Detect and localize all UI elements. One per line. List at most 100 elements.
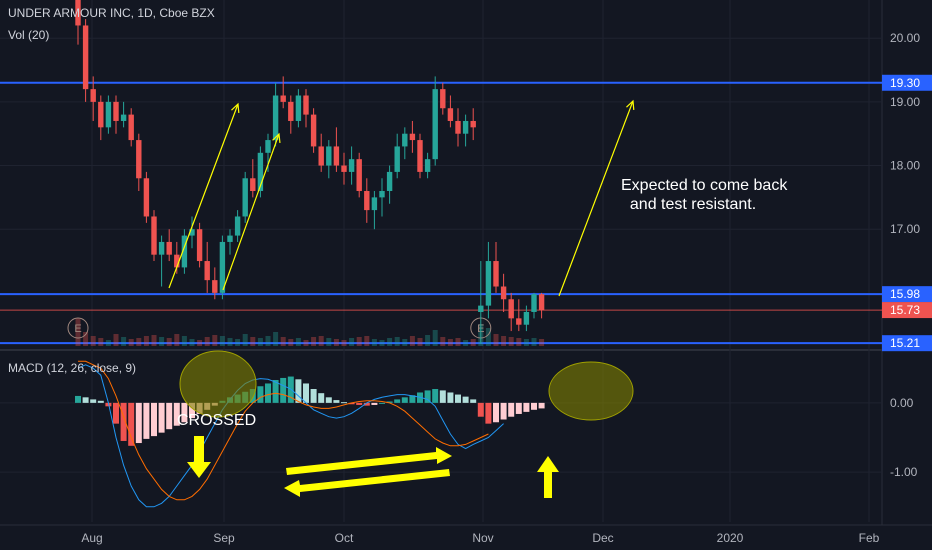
volume-bar	[75, 318, 81, 346]
macd-histogram-bar	[356, 402, 363, 405]
x-tick-label: Aug	[81, 531, 102, 545]
volume-bar	[280, 337, 286, 346]
candle-body	[523, 311, 530, 325]
time-axis[interactable]: Aug Sep Oct Nov Dec 2020 Feb	[81, 531, 879, 545]
macd-histogram-bar	[371, 402, 378, 405]
volume-bar	[113, 334, 119, 346]
candle-body	[455, 120, 461, 134]
volume-bar	[349, 338, 355, 346]
macd-histogram-bar	[97, 400, 104, 403]
volume-bar	[265, 336, 271, 346]
volume-bar	[105, 340, 111, 346]
candle-body	[493, 261, 499, 287]
macd-histogram-bar	[500, 402, 507, 420]
macd-histogram-bar	[424, 390, 431, 403]
up-arrow	[537, 456, 559, 498]
macd-label: MACD (12, 26, close, 9)	[8, 361, 137, 375]
volume-bar	[485, 328, 491, 346]
volume-bar	[166, 338, 172, 346]
price-label-box	[882, 74, 932, 91]
volume-bar	[311, 337, 317, 346]
candle-body	[440, 89, 446, 109]
earnings-marker-circle	[67, 317, 89, 339]
price-label: 15.98	[890, 287, 920, 301]
candle-body	[151, 216, 157, 255]
earnings-marker-label: E	[74, 323, 81, 335]
volume-bar	[83, 332, 89, 346]
volume-bar	[516, 338, 522, 346]
x-tick-label: Sep	[213, 531, 235, 545]
candle-body	[424, 159, 431, 172]
candle-body	[447, 108, 454, 121]
candle-body	[303, 95, 309, 115]
macd-histogram-bar	[523, 402, 530, 412]
symbol-title: UNDER ARMOUR INC, 1D, Cboe BZX	[8, 6, 215, 20]
macd-histogram-bar	[310, 389, 317, 403]
macd-histogram-bar	[120, 402, 127, 441]
macd-histogram-bar	[128, 402, 135, 446]
candle-body	[265, 140, 271, 153]
volume-bar	[539, 339, 545, 346]
macd-histogram-bar	[447, 392, 454, 403]
candle-body	[181, 235, 188, 268]
candle-body	[90, 89, 96, 102]
macd-tick-label: 0.00	[890, 396, 914, 410]
macd-histogram-bar	[333, 400, 340, 403]
macd-histogram-bar	[287, 376, 294, 403]
candle-body	[462, 120, 469, 134]
volume-bar	[159, 337, 165, 346]
macd-histogram-bar	[265, 383, 271, 403]
candle-body	[516, 318, 522, 325]
crossed-label: CROSSED	[177, 412, 257, 429]
price-axis[interactable]: 20.00 19.00 18.00 17.00 19.30 15.98 15.73 15.21…	[882, 31, 932, 479]
volume-bar	[204, 337, 210, 346]
candle-body	[371, 197, 378, 211]
x-tick-label: Dec	[592, 531, 613, 545]
volume-bar	[174, 334, 180, 346]
candle-body	[174, 254, 180, 268]
trend-arrow-line	[222, 133, 280, 291]
volume-bar	[463, 340, 469, 346]
macd-histogram-bar	[348, 402, 355, 405]
volume-bar	[394, 337, 400, 346]
volume-bar	[181, 336, 187, 346]
candle-body	[364, 191, 370, 211]
trend-arrow-head	[626, 99, 635, 111]
macd-histogram-bar	[531, 402, 537, 410]
volume-bar	[523, 339, 529, 346]
y-tick-label: 19.00	[890, 95, 920, 109]
macd-histogram-bar	[173, 402, 180, 426]
macd-histogram-bar	[135, 402, 142, 444]
volume-bar	[493, 334, 499, 346]
volume-bar	[417, 338, 423, 346]
volume-bar	[227, 338, 233, 346]
candle-body	[341, 165, 347, 172]
volume-bar	[242, 334, 248, 346]
candle-body	[333, 146, 340, 166]
volume-bar	[219, 336, 225, 346]
macd-histogram-bar	[394, 399, 401, 403]
candle-body	[234, 216, 241, 236]
volume-bar	[151, 335, 157, 346]
candle-body	[98, 101, 104, 128]
macd-histogram-bar	[386, 401, 393, 403]
macd-histogram-bar	[82, 397, 89, 403]
volume-label: Vol (20)	[8, 28, 50, 42]
support-resistance-levels	[0, 81, 882, 345]
down-arrow	[187, 436, 211, 478]
candle-body	[280, 95, 286, 102]
macd-histogram-bar	[272, 380, 279, 403]
candle-body	[508, 299, 514, 319]
volume-bar	[235, 339, 241, 346]
candle-body	[538, 294, 545, 311]
volume-bar	[425, 335, 431, 346]
volume-bar	[98, 338, 104, 346]
macd-line	[77, 364, 504, 508]
price-label-box	[882, 286, 932, 303]
candlestick-series	[75, 0, 545, 344]
macd-histogram-bar	[462, 396, 469, 403]
candle-body	[128, 114, 134, 141]
macd-histogram-bar	[409, 395, 416, 403]
signal-line	[78, 360, 489, 501]
